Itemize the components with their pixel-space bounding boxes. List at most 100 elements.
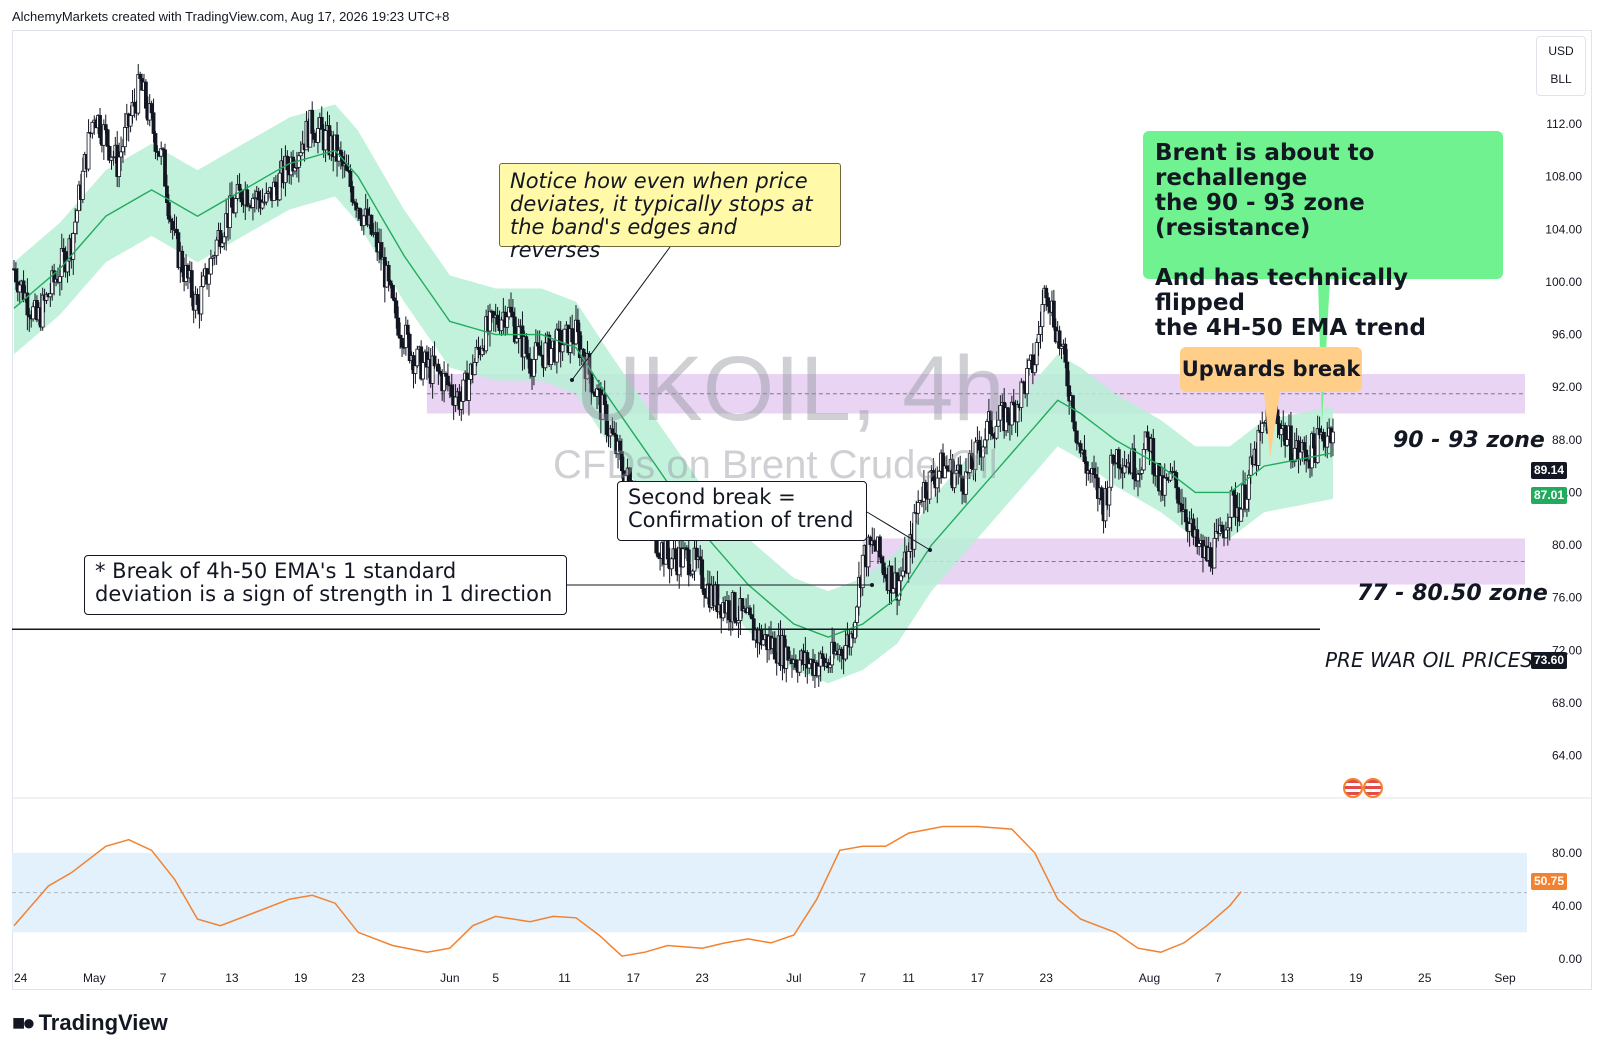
- candle-body: [656, 552, 661, 558]
- candle-body: [1111, 454, 1116, 464]
- second-break-annotation[interactable]: Second break = Confirmation of trend: [617, 481, 867, 541]
- candle-body: [277, 172, 282, 201]
- second-break-line: Confirmation of trend: [628, 508, 854, 532]
- candle-body: [398, 334, 403, 339]
- candle-body: [121, 146, 125, 153]
- yellow-annotation-line: deviates, it typically stops at: [510, 192, 813, 216]
- candle-body: [1260, 422, 1265, 433]
- candle-body: [860, 554, 865, 589]
- price-tick-label: 96.00: [1552, 328, 1582, 342]
- price-tick-label: 112.00: [1546, 117, 1582, 131]
- candle-body: [554, 328, 559, 363]
- candle-body: [1038, 326, 1043, 335]
- candle-body: [348, 170, 353, 187]
- orange-callout-tail: [1264, 392, 1280, 458]
- candle-body: [25, 292, 30, 316]
- candle-body: [390, 284, 395, 299]
- candle-body: [1239, 508, 1244, 522]
- candle-body: [1019, 381, 1024, 408]
- candle-body: [446, 375, 450, 386]
- candle-body: [1051, 300, 1056, 328]
- second-break-line: Second break =: [628, 485, 796, 509]
- candle-body: [673, 548, 678, 560]
- candle-body: [1289, 425, 1293, 462]
- oscillator-value-badge: 50.75: [1531, 873, 1568, 890]
- candle-body: [843, 645, 848, 660]
- candle-body: [749, 614, 754, 620]
- candle-body: [1082, 449, 1087, 463]
- candle-body: [14, 268, 18, 283]
- tradingview-logo-text: TradingView: [38, 1010, 168, 1035]
- candle-body: [772, 637, 777, 660]
- candle-body: [1245, 498, 1249, 510]
- us-flag-icon: [1343, 778, 1363, 798]
- candle-body: [235, 183, 240, 199]
- time-tick-label: 19: [294, 971, 308, 985]
- oscillator-line: [13, 825, 1242, 957]
- currency-unit-box[interactable]: USD BLL: [1536, 36, 1586, 96]
- candle-body: [526, 353, 531, 360]
- time-tick-label: 19: [1349, 971, 1363, 985]
- upwards-break-annotation[interactable]: Upwards break: [1180, 347, 1362, 392]
- last-price-badge: 89.14: [1531, 462, 1568, 479]
- yellow-note-pointer: [571, 246, 671, 381]
- candle-body: [251, 197, 255, 208]
- candle-body: [495, 314, 500, 325]
- candle-body: [853, 622, 857, 639]
- candle-body: [132, 101, 137, 107]
- candle-body: [1331, 431, 1335, 444]
- price-tick-label: 64.00: [1552, 749, 1582, 763]
- candle-body: [174, 228, 179, 234]
- green-annotation[interactable]: Brent is about to rechallenge the 90 - 9…: [1143, 131, 1503, 341]
- candle-body: [1279, 428, 1284, 436]
- candle-body: [988, 411, 993, 435]
- candle-body: [107, 146, 112, 161]
- tradingview-logo[interactable]: ■● TradingView: [12, 1010, 168, 1036]
- candle-body: [1183, 509, 1188, 523]
- flag-icons[interactable]: [1343, 778, 1389, 800]
- candle-body: [369, 214, 374, 235]
- candle-body: [1227, 516, 1232, 529]
- time-tick-label: 24: [14, 971, 28, 985]
- candle-body: [560, 344, 565, 353]
- candle-body: [1025, 368, 1030, 395]
- unit-label: BLL: [1550, 72, 1572, 86]
- candle-body: [879, 556, 884, 564]
- candle-body: [1243, 484, 1247, 510]
- candle-body: [472, 361, 477, 376]
- break-strength-annotation[interactable]: * Break of 4h-50 EMA's 1 standard deviat…: [84, 555, 567, 615]
- candle-body: [388, 280, 393, 286]
- candle-body: [681, 548, 685, 568]
- time-tick-label: 17: [971, 971, 985, 985]
- candle-body: [122, 127, 127, 148]
- candle-body: [75, 210, 79, 223]
- oscillator-tick-label: 0.00: [1559, 952, 1583, 966]
- yellow-annotation-line: the band's edges and reverses: [510, 215, 737, 262]
- second-break-anchor: [928, 548, 932, 552]
- candle-body: [889, 565, 894, 594]
- candle-body: [1099, 487, 1104, 501]
- candle-body: [1032, 364, 1037, 374]
- time-tick-label: 23: [351, 971, 365, 985]
- candle-body: [136, 74, 141, 114]
- time-tick-label: 13: [1280, 971, 1294, 985]
- candle-body: [1224, 529, 1228, 539]
- time-tick-label: 23: [695, 971, 709, 985]
- candle-body: [958, 464, 963, 477]
- candle-body: [761, 639, 766, 646]
- candle-body: [214, 239, 219, 256]
- candle-body: [233, 198, 238, 214]
- candle-body: [312, 133, 317, 140]
- time-tick-label: 7: [859, 971, 866, 985]
- candle-body: [256, 191, 261, 201]
- candle-body: [906, 550, 911, 574]
- candle-body: [543, 342, 548, 369]
- candle-body: [1040, 304, 1045, 328]
- green-annotation-line: Brent is about to rechallenge: [1155, 140, 1375, 191]
- green-annotation-line: the 90 - 93 zone (resistance): [1155, 190, 1365, 241]
- yellow-annotation[interactable]: Notice how even when price deviates, it …: [499, 163, 841, 262]
- time-tick-label: Jun: [440, 971, 459, 985]
- candle-body: [138, 74, 143, 79]
- candle-body: [1132, 448, 1137, 480]
